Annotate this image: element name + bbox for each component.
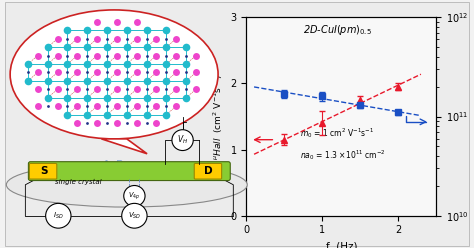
FancyBboxPatch shape <box>194 163 222 179</box>
FancyBboxPatch shape <box>29 163 57 179</box>
Text: B: B <box>115 160 123 170</box>
Text: $I_{SD}$: $I_{SD}$ <box>53 211 64 221</box>
Text: $V_H$: $V_H$ <box>177 134 188 146</box>
Polygon shape <box>101 139 147 154</box>
Circle shape <box>46 203 71 228</box>
Y-axis label: $^{\mu}Hall$  (cm$^2$ V$^{-1}$s$^{-1}$): $^{\mu}Hall$ (cm$^2$ V$^{-1}$s$^{-1}$) <box>211 73 225 160</box>
Text: single crystal: single crystal <box>55 179 102 185</box>
Text: $na_0$ = 1.3 $\times$10$^{11}$ cm$^{-2}$: $na_0$ = 1.3 $\times$10$^{11}$ cm$^{-2}$ <box>300 148 385 162</box>
X-axis label: f  (Hz): f (Hz) <box>326 241 357 248</box>
Text: $V_{4p}$: $V_{4p}$ <box>128 190 140 202</box>
Ellipse shape <box>6 162 247 207</box>
Circle shape <box>122 203 147 228</box>
FancyBboxPatch shape <box>28 162 230 181</box>
Text: 2D-CuI$(pm)_{0.5}$: 2D-CuI$(pm)_{0.5}$ <box>303 23 372 37</box>
Circle shape <box>172 130 193 151</box>
Text: S: S <box>40 166 47 176</box>
Circle shape <box>124 186 145 206</box>
Text: D: D <box>204 166 212 176</box>
Ellipse shape <box>10 10 218 139</box>
Text: $m_0$ = 1 cm$^2$ V$^{-1}$s$^{-1}$: $m_0$ = 1 cm$^2$ V$^{-1}$s$^{-1}$ <box>300 126 374 140</box>
Text: $V_{SD}$: $V_{SD}$ <box>128 211 141 221</box>
